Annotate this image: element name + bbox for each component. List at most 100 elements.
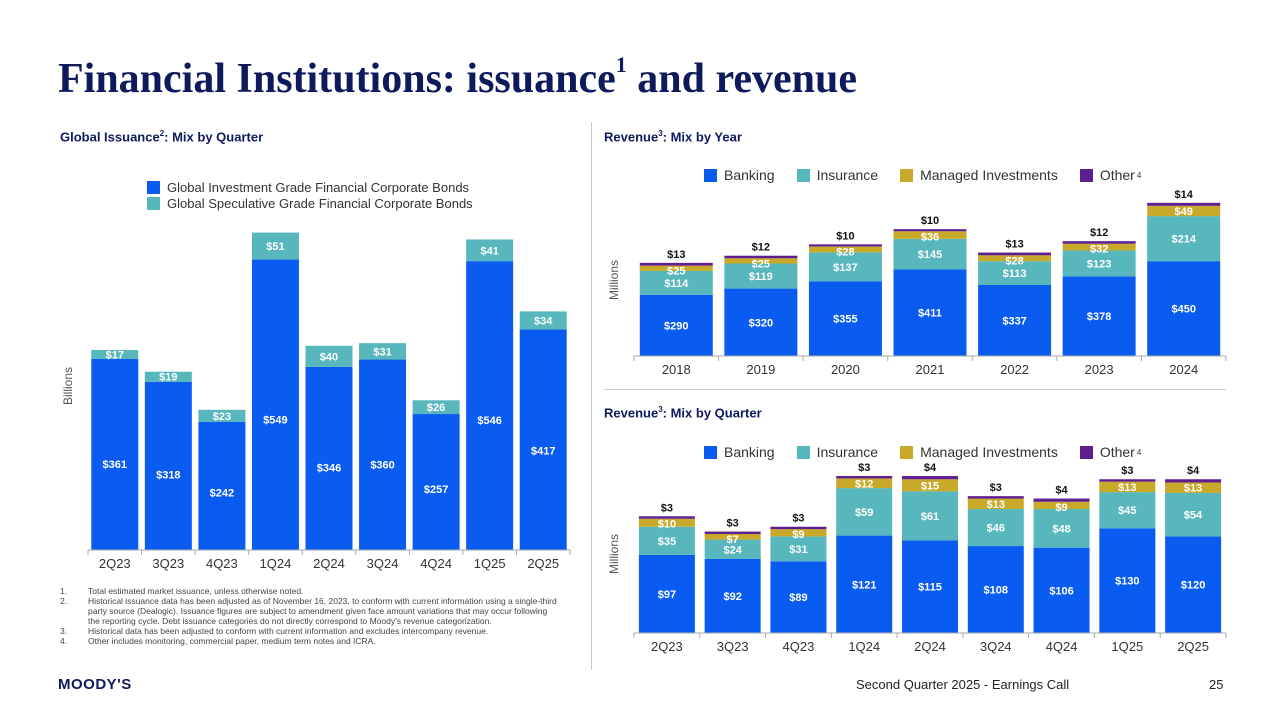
bar-issuance-global-investment-grade-financial-corporate-bonds-4Q23 xyxy=(198,421,246,550)
data-label-rev_year: $28 xyxy=(836,246,854,258)
bar-issuance-global-speculative-grade-financial-corporate-bonds-1Q24 xyxy=(251,232,299,260)
bar-issuance-global-investment-grade-financial-corporate-bonds-2Q23 xyxy=(91,359,139,550)
bar-rev_year-managed-investments-2021 xyxy=(893,231,967,239)
data-label-issuance: $346 xyxy=(317,463,341,475)
bar-rev_year-banking-2021 xyxy=(893,269,967,356)
bar-rev_year-insurance-2019 xyxy=(724,263,798,289)
data-label-rev_quarter: $4 xyxy=(1187,465,1200,477)
bar-rev_year-banking-2023 xyxy=(1062,276,1136,356)
bar-rev_quarter-other-2Q25 xyxy=(1165,479,1222,483)
data-label-rev_quarter: $92 xyxy=(723,591,741,603)
data-label-rev_year: $10 xyxy=(836,230,854,242)
data-label-rev_year: $14 xyxy=(1175,189,1194,201)
data-label-rev_year: $25 xyxy=(667,266,685,278)
data-label-rev_quarter: $9 xyxy=(792,529,804,541)
data-label-rev_year: $378 xyxy=(1087,311,1111,323)
bar-rev_quarter-banking-2Q23 xyxy=(638,554,695,633)
legend-label: Other xyxy=(1099,444,1135,460)
data-label-rev_year: $123 xyxy=(1087,258,1111,270)
data-label-issuance: $417 xyxy=(531,446,555,458)
tick-label-issuance: 1Q24 xyxy=(260,556,292,571)
data-label-rev_quarter: $120 xyxy=(1181,580,1205,592)
moodys-logo: MOODY'S xyxy=(58,676,132,693)
data-label-issuance: $242 xyxy=(210,487,234,499)
bar-rev_quarter-managed-investments-3Q23 xyxy=(704,533,761,540)
data-label-rev_quarter: $45 xyxy=(1118,505,1136,517)
legend-item-banking: Banking xyxy=(704,167,775,183)
data-label-rev_year: $25 xyxy=(752,258,770,270)
bar-rev_year-insurance-2023 xyxy=(1062,250,1136,277)
data-label-rev_quarter: $7 xyxy=(727,534,739,546)
legend-label: Global Investment Grade Financial Corpor… xyxy=(167,179,470,195)
page-title: Financial Institutions: issuance1 and re… xyxy=(58,52,858,102)
issuance-legend: Global Investment Grade Financial Corpor… xyxy=(147,179,473,211)
bar-issuance-global-speculative-grade-financial-corporate-bonds-2Q23 xyxy=(91,350,139,360)
data-label-rev_quarter: $59 xyxy=(855,507,873,519)
legend-label: Other xyxy=(1099,167,1135,183)
data-label-rev_quarter: $3 xyxy=(661,502,673,514)
legend-item-insurance: Insurance xyxy=(796,167,878,183)
legend-item-banking: Banking xyxy=(704,444,775,460)
bar-rev_quarter-other-4Q23 xyxy=(770,526,827,530)
data-label-issuance: $546 xyxy=(477,415,501,427)
rev-year-chart: Millions $290 $114 $25 $13 2018 $320 $119 $25 $12… xyxy=(604,188,1229,386)
bar-rev_quarter-banking-4Q24 xyxy=(1033,547,1090,633)
bar-issuance-global-investment-grade-financial-corporate-bonds-3Q23 xyxy=(144,381,192,550)
data-label-rev_quarter: $3 xyxy=(792,513,804,525)
bar-issuance-global-investment-grade-financial-corporate-bonds-4Q24 xyxy=(412,414,460,550)
tick-label-rev_year: 2019 xyxy=(746,362,775,377)
bar-rev_year-insurance-2018 xyxy=(639,270,713,295)
data-label-issuance: $17 xyxy=(106,350,124,362)
bar-rev_year-insurance-2024 xyxy=(1147,216,1221,262)
data-label-rev_year: $13 xyxy=(1005,239,1023,251)
data-label-rev_quarter: $4 xyxy=(924,462,937,474)
tick-label-rev_quarter: 3Q23 xyxy=(717,639,749,654)
tick-label-issuance: 2Q24 xyxy=(313,556,345,571)
data-label-issuance: $23 xyxy=(213,411,231,423)
tick-label-rev_quarter: 2Q24 xyxy=(914,639,946,654)
data-label-rev_quarter: $108 xyxy=(984,585,1008,597)
data-label-issuance: $549 xyxy=(263,414,287,426)
legend-swatch-banking xyxy=(704,445,717,459)
legend-swatch-banking xyxy=(704,168,717,182)
data-label-rev_year: $28 xyxy=(1005,255,1023,267)
bar-rev_year-other-2024 xyxy=(1147,202,1221,206)
bar-rev_quarter-insurance-2Q25 xyxy=(1165,492,1222,537)
legend-swatch-ig xyxy=(147,180,160,194)
data-label-issuance: $41 xyxy=(480,245,498,257)
tick-label-rev_year: 2021 xyxy=(916,362,945,377)
legend-label: Banking xyxy=(724,444,775,460)
bar-rev_year-managed-investments-2019 xyxy=(724,258,798,264)
data-label-issuance: $257 xyxy=(424,484,448,496)
data-label-rev_quarter: $10 xyxy=(658,519,676,531)
bar-rev_year-banking-2022 xyxy=(978,285,1052,356)
bar-rev_year-managed-investments-2022 xyxy=(978,255,1052,262)
rev-quarter-chart: Millions $97 $35 $10 $3 2Q23 $92 $24 $7 $3 3Q23 $89… xyxy=(604,462,1229,662)
rev-year-legend: Banking Insurance Managed Investments Ot… xyxy=(704,167,1163,183)
legend-item-insurance: Insurance xyxy=(796,444,878,460)
data-label-rev_quarter: $97 xyxy=(658,589,676,601)
data-label-issuance: $360 xyxy=(370,459,394,471)
bar-rev_year-other-2018 xyxy=(639,262,713,266)
data-label-issuance: $34 xyxy=(534,315,553,327)
data-label-rev_year: $145 xyxy=(918,249,942,261)
rev-year-heading: Revenue3: Mix by Year xyxy=(604,129,742,145)
issuance-heading: Global Issuance2: Mix by Quarter xyxy=(60,129,264,145)
bar-rev_year-banking-2018 xyxy=(639,294,713,356)
footer-event: Second Quarter 2025 - Earnings Call xyxy=(856,677,1070,692)
data-label-rev_year: $13 xyxy=(667,249,685,261)
data-label-rev_year: $450 xyxy=(1171,304,1195,316)
footnotes: 1. Total estimated market issuance, unles… xyxy=(60,586,560,646)
data-label-rev_quarter: $4 xyxy=(1055,485,1068,497)
data-label-rev_quarter: $130 xyxy=(1115,576,1139,588)
legend-item-managed: Managed Investments xyxy=(900,444,1058,460)
data-label-rev_year: $137 xyxy=(833,262,857,274)
bar-rev_quarter-other-3Q23 xyxy=(704,531,761,534)
data-label-rev_quarter: $31 xyxy=(789,544,807,556)
bar-rev_quarter-other-2Q24 xyxy=(902,476,958,480)
bar-rev_quarter-managed-investments-2Q24 xyxy=(902,479,958,492)
bar-rev_year-other-2020 xyxy=(808,244,882,247)
bar-rev_year-other-2021 xyxy=(893,229,967,232)
bar-rev_quarter-banking-3Q23 xyxy=(704,558,761,633)
data-label-rev_quarter: $54 xyxy=(1184,510,1203,522)
